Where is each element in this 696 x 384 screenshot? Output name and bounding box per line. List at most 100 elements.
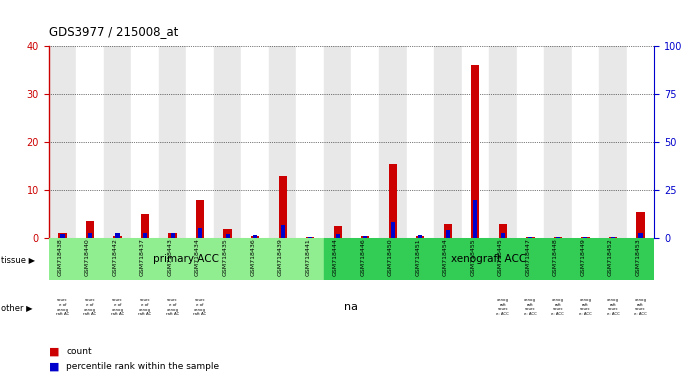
Text: ■: ■ [49, 346, 59, 356]
Text: GSM718442: GSM718442 [113, 238, 118, 276]
Text: xenog
raft
sourc
e: ACC: xenog raft sourc e: ACC [524, 298, 537, 316]
Text: GSM718444: GSM718444 [333, 238, 338, 276]
Bar [324, 46, 351, 238]
Bar [351, 46, 379, 238]
Bar [501, 233, 505, 238]
Text: xenog
raft
sourc
e: ACC: xenog raft sourc e: ACC [579, 298, 592, 316]
Bar [379, 46, 406, 238]
Bar [88, 233, 92, 238]
Text: sourc
e of
xenog
raft AC: sourc e of xenog raft AC [84, 298, 97, 316]
Text: sourc
e of
xenog
raft AC: sourc e of xenog raft AC [193, 298, 207, 316]
Text: GSM718452: GSM718452 [608, 238, 613, 276]
Bar [609, 237, 617, 238]
Text: GSM718449: GSM718449 [580, 238, 585, 276]
Text: count: count [66, 347, 92, 356]
Bar [168, 233, 177, 238]
Bar [528, 237, 532, 238]
Bar [418, 235, 422, 238]
Bar [443, 223, 452, 238]
Text: GSM718439: GSM718439 [278, 238, 283, 276]
Bar [214, 46, 242, 238]
Text: GDS3977 / 215008_at: GDS3977 / 215008_at [49, 25, 178, 38]
Text: sourc
e of
xenog
raft AC: sourc e of xenog raft AC [111, 298, 124, 316]
Bar [171, 233, 175, 238]
Text: GSM718437: GSM718437 [140, 238, 145, 276]
Text: GSM718455: GSM718455 [470, 238, 475, 276]
Bar [296, 46, 324, 238]
Bar [516, 46, 544, 238]
Bar [280, 225, 285, 238]
Bar [187, 46, 214, 238]
Bar [554, 237, 562, 238]
Bar [132, 46, 159, 238]
Bar [324, 238, 654, 280]
Bar [599, 46, 626, 238]
Bar [49, 46, 77, 238]
Bar [306, 237, 315, 238]
Bar [499, 223, 507, 238]
Bar [223, 229, 232, 238]
Bar [434, 46, 461, 238]
Bar [86, 221, 94, 238]
Bar [159, 46, 187, 238]
Bar [143, 233, 147, 238]
Bar [308, 237, 313, 238]
Bar [251, 236, 260, 238]
Bar [113, 236, 122, 238]
Bar [242, 46, 269, 238]
Bar [583, 237, 587, 238]
Bar [471, 65, 480, 238]
Bar [636, 212, 644, 238]
Bar [116, 233, 120, 238]
Bar [335, 234, 340, 238]
Bar [445, 230, 450, 238]
Text: sourc
e of
xenog
raft AC: sourc e of xenog raft AC [166, 298, 179, 316]
Bar [544, 46, 571, 238]
Bar [526, 237, 535, 238]
Bar [196, 200, 204, 238]
Bar [406, 46, 434, 238]
Bar [489, 46, 516, 238]
Bar [198, 227, 202, 238]
Bar [269, 46, 296, 238]
Bar [104, 46, 132, 238]
Bar [49, 238, 324, 280]
Text: xenog
raft
sourc
e: ACC: xenog raft sourc e: ACC [496, 298, 509, 316]
Bar [461, 46, 489, 238]
Text: GSM718436: GSM718436 [250, 238, 255, 276]
Bar [473, 200, 477, 238]
Bar [226, 234, 230, 238]
Text: na: na [345, 302, 358, 312]
Bar [581, 237, 590, 238]
Text: percentile rank within the sample: percentile rank within the sample [66, 362, 219, 371]
Text: xenog
raft
sourc
e: ACC: xenog raft sourc e: ACC [606, 298, 619, 316]
Text: GSM718443: GSM718443 [168, 238, 173, 276]
Bar [363, 236, 367, 238]
Text: GSM718440: GSM718440 [85, 238, 90, 276]
Text: GSM718451: GSM718451 [416, 238, 420, 276]
Text: GSM718434: GSM718434 [195, 238, 200, 276]
Bar [611, 237, 615, 238]
Text: GSM718450: GSM718450 [388, 238, 393, 276]
Bar [556, 237, 560, 238]
Bar [141, 214, 149, 238]
Bar [390, 222, 395, 238]
Text: GSM718441: GSM718441 [305, 238, 310, 276]
Text: other ▶: other ▶ [1, 303, 32, 312]
Text: xenog
raft
sourc
e: ACC: xenog raft sourc e: ACC [551, 298, 564, 316]
Text: GSM718454: GSM718454 [443, 238, 448, 276]
Bar [333, 226, 342, 238]
Text: GSM718435: GSM718435 [223, 238, 228, 276]
Text: xenograft ACC: xenograft ACC [452, 254, 527, 264]
Bar [77, 46, 104, 238]
Bar [638, 233, 642, 238]
Bar [416, 236, 425, 238]
Text: GSM718445: GSM718445 [498, 238, 503, 276]
Bar [278, 176, 287, 238]
Text: GSM718448: GSM718448 [553, 238, 558, 276]
Text: primary ACC: primary ACC [153, 254, 219, 264]
Text: tissue ▶: tissue ▶ [1, 255, 35, 264]
Bar [58, 233, 67, 238]
Text: sourc
e of
xenog
raft AC: sourc e of xenog raft AC [56, 298, 69, 316]
Bar [61, 234, 65, 238]
